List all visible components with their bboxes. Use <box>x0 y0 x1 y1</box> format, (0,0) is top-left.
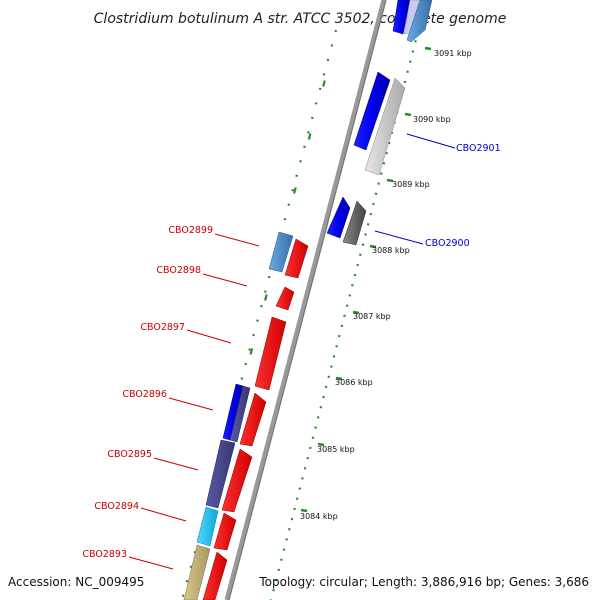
gene-cbo2900-blue[interactable] <box>326 196 351 239</box>
gene-labels: CBO2901 CBO2900 CBO2899 CBO2898 CBO2897 … <box>82 143 500 560</box>
tick-label-3085: 3085 kbp <box>317 445 355 454</box>
tick-label-3084: 3084 kbp <box>300 512 338 521</box>
gene-cbo2899[interactable] <box>284 238 309 279</box>
map-title: Clostridium botulinum A str. ATCC 3502, … <box>94 11 507 27</box>
gene-cbo2901[interactable] <box>364 77 406 176</box>
gene-cbo2896[interactable] <box>239 392 267 447</box>
gene-cbo2901-blue[interactable] <box>353 71 391 151</box>
gene-label-cbo2894[interactable]: CBO2894 <box>94 501 139 512</box>
gene-cbo2898[interactable] <box>275 286 295 311</box>
gene-label-cbo2896[interactable]: CBO2896 <box>122 389 167 400</box>
gene-label-cbo2895[interactable]: CBO2895 <box>107 449 152 460</box>
leader-lines <box>128 133 456 570</box>
accession-label: Accession: NC_009495 <box>8 575 144 589</box>
gene-cbo2893-khaki[interactable] <box>183 544 211 600</box>
gene-cbo2897[interactable] <box>254 316 287 391</box>
gene-cbo2895-indigo[interactable] <box>205 439 236 509</box>
tick-label-3086: 3086 kbp <box>335 378 373 387</box>
gene-label-cbo2901[interactable]: CBO2901 <box>456 143 501 154</box>
reverse-genes <box>183 231 309 600</box>
tick-label-3089: 3089 kbp <box>392 180 430 189</box>
gene-forward-top-blue[interactable] <box>392 0 411 35</box>
tick-label-3090: 3090 kbp <box>413 115 451 124</box>
gene-cbo2894[interactable] <box>213 512 237 551</box>
gene-cbo2894-cyan[interactable] <box>196 506 219 547</box>
tick-label-3087: 3087 kbp <box>353 312 391 321</box>
genome-backbone-shadow <box>228 0 387 600</box>
gene-label-cbo2898[interactable]: CBO2898 <box>156 265 201 276</box>
gene-cbo2895[interactable] <box>221 448 253 513</box>
gene-cbo2899-steel[interactable] <box>268 231 294 273</box>
tick-labels: 3091 kbp 3090 kbp 3089 kbp 3088 kbp 3087… <box>300 49 472 521</box>
gene-label-cbo2900[interactable]: CBO2900 <box>425 238 470 249</box>
gene-label-cbo2893[interactable]: CBO2893 <box>82 549 127 560</box>
gene-label-cbo2897[interactable]: CBO2897 <box>140 322 185 333</box>
forward-genes <box>326 0 433 246</box>
outer-ruler-ticks <box>300 46 432 513</box>
tick-label-3091: 3091 kbp <box>434 49 472 58</box>
gene-label-cbo2899[interactable]: CBO2899 <box>168 225 213 236</box>
gene-forward-top-steel[interactable] <box>406 0 433 43</box>
gene-cbo2896-indigo[interactable] <box>229 385 251 443</box>
genome-summary: Topology: circular; Length: 3,886,916 bp… <box>258 575 589 589</box>
gene-cbo2900[interactable] <box>342 200 367 246</box>
genome-backbone <box>224 0 387 600</box>
tick-label-3088: 3088 kbp <box>372 246 410 255</box>
gene-cbo2893[interactable] <box>202 551 228 600</box>
